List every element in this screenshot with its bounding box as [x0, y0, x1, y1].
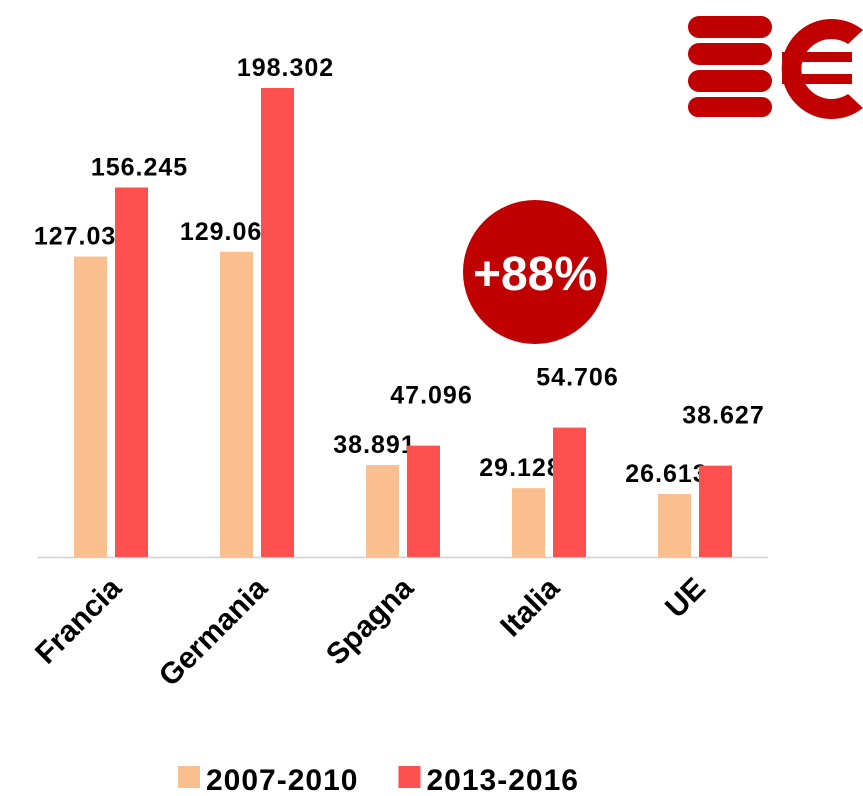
value-label: 38.627	[682, 402, 764, 430]
legend-label: 2013-2016	[426, 764, 578, 796]
bar	[366, 465, 399, 557]
category-label: UE	[659, 572, 712, 625]
category-label: Spagna	[320, 571, 420, 671]
category-label: Germania	[153, 571, 274, 692]
bar	[658, 494, 691, 557]
highlight-circle	[463, 200, 607, 344]
value-label: 29.128	[479, 454, 561, 482]
coins-euro-icon	[688, 16, 863, 120]
legend-swatch	[178, 766, 200, 788]
bar	[261, 88, 294, 557]
bar	[407, 445, 440, 557]
value-label: 156.245	[91, 153, 188, 181]
category-label: Italia	[494, 571, 566, 643]
bar	[220, 251, 253, 557]
value-label: 54.706	[536, 364, 618, 392]
value-label: 47.096	[390, 382, 472, 410]
value-label: 38.891	[333, 431, 415, 459]
bar	[115, 187, 148, 558]
annotation: +88%	[473, 248, 597, 301]
legend-label: 2007-2010	[206, 764, 358, 796]
value-label: 26.613	[625, 460, 707, 488]
bar	[553, 427, 586, 557]
value-label: 198.302	[237, 54, 334, 82]
value-label: 127.038	[34, 223, 131, 251]
bar	[699, 465, 732, 557]
bar	[74, 256, 107, 557]
bar	[512, 488, 545, 557]
value-label: 129.061	[180, 218, 277, 246]
category-label: Francia	[29, 571, 128, 670]
legend-swatch	[398, 766, 421, 788]
